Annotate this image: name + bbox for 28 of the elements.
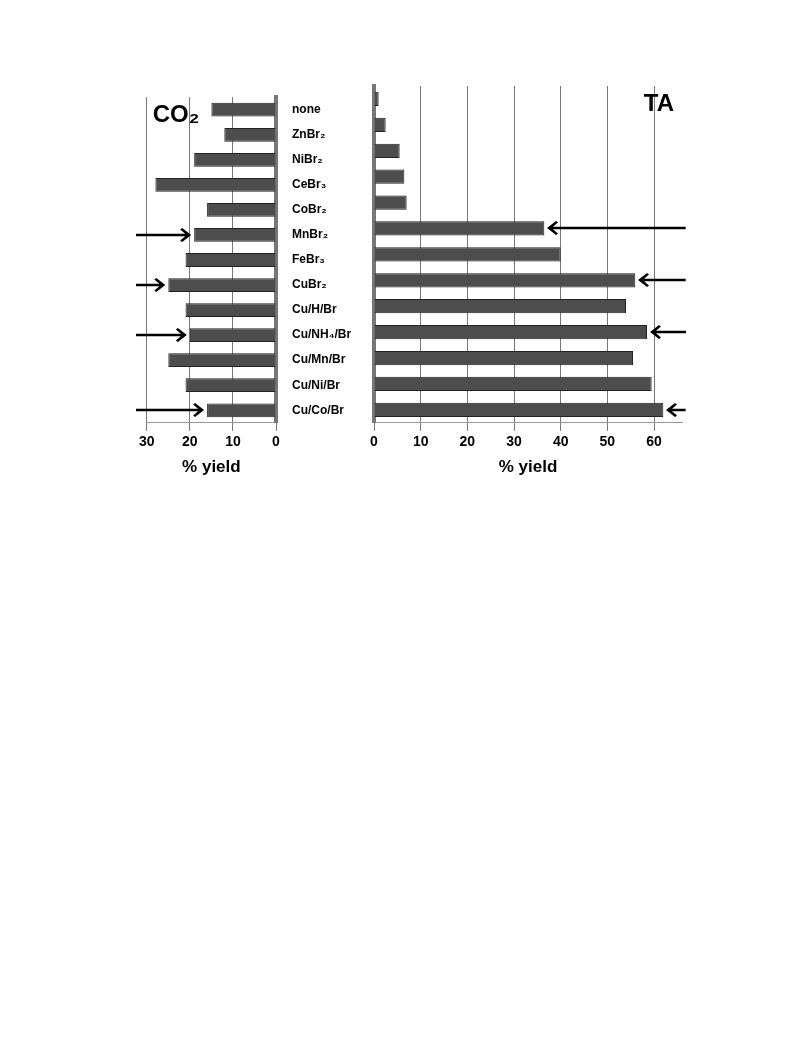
y-tick-label: CeBr₃ — [292, 177, 327, 192]
y-tick-label: NiBr₂ — [292, 152, 323, 167]
chart-title: TA — [643, 88, 674, 116]
y-tick-label: Cu/Co/Br — [292, 402, 345, 417]
x-tick-label: 30 — [139, 433, 155, 450]
y-tick-label: CuBr₂ — [292, 277, 327, 292]
x-tick-label: 0 — [272, 433, 281, 450]
y-tick-label: Cu/H/Br — [292, 302, 337, 317]
x-tick-label: 60 — [646, 433, 662, 450]
x-tick-label: 20 — [182, 433, 198, 450]
y-tick-label: none — [292, 102, 321, 117]
y-tick-label: MnBr₂ — [292, 227, 328, 242]
x-axis-title: % yield — [182, 457, 241, 477]
x-tick-label: 10 — [412, 433, 429, 450]
x-axis-title: % yield — [498, 457, 558, 477]
x-tick-label: 30 — [506, 433, 522, 450]
y-tick-label: ZnBr₂ — [292, 127, 326, 142]
y-tick-label: Cu/NH₄/Br — [292, 327, 352, 342]
y-tick-label: Cu/Mn/Br — [292, 352, 346, 367]
y-tick-label: FeBr₃ — [292, 252, 325, 267]
x-tick-label: 40 — [552, 433, 569, 450]
x-tick-label: 50 — [599, 433, 616, 450]
x-tick-label: 0 — [370, 433, 379, 450]
y-tick-label: Cu/Ni/Br — [292, 377, 341, 392]
chart-title: CO₂ — [152, 99, 200, 127]
x-tick-label: 10 — [225, 433, 241, 450]
x-tick-label: 20 — [459, 433, 476, 450]
y-tick-label: CoBr₂ — [292, 202, 327, 217]
